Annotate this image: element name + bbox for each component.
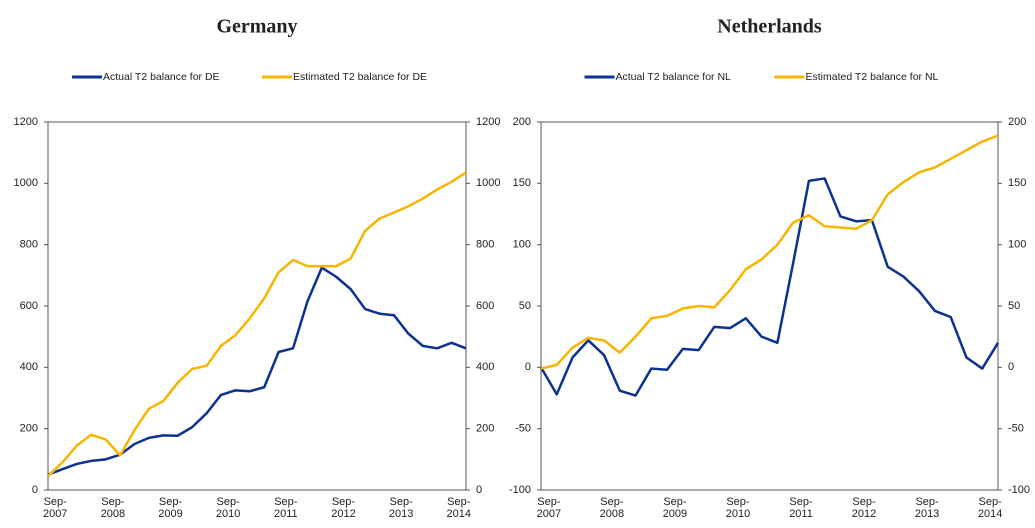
plot-frame [47,121,467,491]
y2-tick-label: -50 [1008,423,1024,435]
y2-tick-label: 400 [476,361,494,373]
y-tick-label: 0 [32,484,38,496]
x-tick-label: Sep-2009 [662,496,688,520]
y2-tick-label: 50 [1008,300,1020,312]
y-tick-label: -50 [515,423,531,435]
legend-label: Actual T2 balance for NL [616,71,732,83]
x-tick-label: Sep-2010 [725,496,751,520]
y-tick-label: 600 [20,300,38,312]
legend-label: Estimated T2 balance for DE [293,71,427,83]
x-tick-label: Sep-2007 [536,496,562,520]
y-tick-label: 800 [20,239,38,251]
y-tick-label: -100 [509,484,531,496]
legend-label: Estimated T2 balance for NL [806,71,939,83]
y2-tick-label: 0 [476,484,482,496]
x-tick-label: Sep-2008 [100,496,126,520]
x-tick-label: Sep-2013 [388,496,414,520]
x-tick-label: Sep-2010 [215,496,241,520]
y2-tick-label: 600 [476,300,494,312]
legend-label: Actual T2 balance for DE [103,71,220,83]
x-tick-label: Sep-2009 [158,496,183,520]
x-tick-label: Sep-2012 [331,496,356,520]
y2-tick-label: -100 [1008,484,1030,496]
x-tick-label: Sep-2007 [42,496,68,520]
series-line [47,171,467,478]
y-tick-label: 50 [519,300,531,312]
chart-title: Germany [216,16,297,38]
series-line [540,134,999,370]
x-tick-label: Sep-2014 [446,496,472,520]
y-tick-label: 200 [20,423,38,435]
series-line [539,177,1000,397]
y-tick-label: 100 [513,239,531,251]
y-tick-label: 150 [513,177,531,189]
y2-tick-label: 1000 [476,177,500,189]
x-tick-label: Sep-2011 [789,496,813,520]
y2-tick-label: 200 [1008,116,1026,128]
x-tick-label: Sep-2011 [273,496,298,520]
series-line [47,266,467,476]
y2-tick-label: 800 [476,239,494,251]
y-tick-label: 0 [525,361,531,373]
y-tick-label: 1000 [14,177,38,189]
chart-title: Netherlands [717,16,822,38]
x-tick-label: Sep-2008 [599,496,625,520]
y2-tick-label: 0 [1008,361,1014,373]
y2-tick-label: 200 [476,423,494,435]
y2-tick-label: 100 [1008,239,1026,251]
x-tick-label: Sep-2014 [977,496,1003,520]
y-tick-label: 200 [513,116,531,128]
y2-tick-label: 150 [1008,177,1026,189]
x-tick-label: Sep-2013 [914,496,940,520]
y2-tick-label: 1200 [476,116,500,128]
y-tick-label: 400 [20,361,38,373]
y-tick-label: 1200 [14,116,38,128]
x-tick-label: Sep-2012 [851,496,877,520]
